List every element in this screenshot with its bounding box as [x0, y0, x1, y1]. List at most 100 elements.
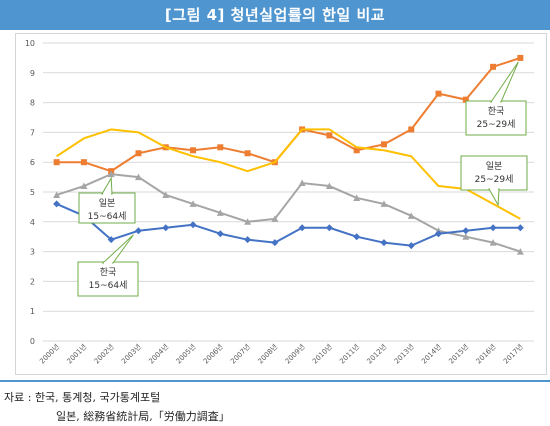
point-kr1564 [489, 224, 497, 232]
point-jp1564 [162, 191, 170, 198]
point-kr1564 [298, 224, 306, 232]
callout-text: 일본 [486, 161, 503, 172]
point-kr2529 [217, 144, 224, 151]
point-kr2529 [326, 132, 333, 139]
point-kr2529 [380, 141, 387, 148]
callout-text: 25~29세 [477, 119, 516, 130]
y-tick-label: 2 [30, 277, 35, 286]
y-tick-label: 7 [30, 128, 35, 137]
point-kr1564 [407, 242, 415, 250]
point-kr2529 [462, 96, 469, 103]
source-line-1: 자료 : 한국, 통계청, 국가통계포털 [4, 391, 161, 404]
point-kr2529 [408, 126, 415, 133]
point-kr2529 [244, 150, 251, 157]
point-jp1564 [325, 182, 333, 190]
callout-jp2529: 일본 25~29세 [460, 155, 528, 207]
point-kr1564 [107, 236, 115, 244]
x-tick-label: 2007년 [228, 342, 252, 366]
x-tick-label: 2017년 [501, 342, 525, 366]
x-tick-label: 2012년 [365, 342, 389, 366]
x-tick-label: 2001년 [65, 342, 89, 366]
source-divider [0, 380, 550, 382]
point-kr1564 [353, 233, 361, 241]
callout-text: 일본 [99, 198, 116, 209]
point-kr1564 [380, 239, 388, 247]
callout-box [78, 192, 136, 224]
callout-text: 25~29세 [475, 174, 514, 185]
point-kr2529 [80, 159, 87, 166]
point-kr1564 [516, 224, 524, 232]
callout-jp1564: 일본 15~64세 [78, 176, 136, 224]
x-tick-label: 2013년 [392, 342, 416, 366]
point-jp1564 [80, 182, 88, 190]
x-tick-label: 2003년 [119, 342, 143, 366]
point-kr2529 [353, 147, 360, 154]
x-tick-label: 2002년 [92, 342, 116, 366]
source-line-2: 일본, 総務省統計局,「労働力調査」 [56, 410, 230, 423]
figure-title: [그림 4] 청년실업률의 한일 비교 [0, 0, 550, 30]
point-jp1564 [298, 179, 306, 187]
callout-pointer [101, 176, 113, 195]
series-line-kr1564 [56, 203, 521, 247]
point-kr1564 [462, 227, 470, 235]
y-tick-label: 0 [30, 337, 35, 346]
callout-text: 15~64세 [88, 211, 127, 222]
point-kr2529 [435, 90, 442, 97]
point-jp1564 [216, 209, 224, 216]
callout-kr1564: 한국 15~64세 [77, 234, 139, 297]
point-jp1564 [271, 215, 279, 222]
callout-text: 한국 [488, 106, 505, 117]
y-tick-label: 1 [30, 307, 35, 316]
point-kr1564 [244, 236, 252, 244]
y-tick-label: 3 [30, 248, 35, 257]
x-tick-label: 2005년 [174, 342, 198, 366]
callout-text: 한국 [100, 267, 117, 278]
callout-box [465, 100, 527, 136]
point-jp1564 [407, 212, 415, 219]
y-tick-label: 4 [30, 218, 35, 227]
series-line-jp2529 [56, 128, 521, 220]
point-kr2529 [190, 147, 197, 154]
callout-box [77, 261, 139, 297]
series-line-kr2529 [56, 56, 521, 173]
point-kr1564 [162, 224, 170, 232]
series-lines [53, 54, 524, 255]
point-kr1564 [53, 200, 61, 208]
point-kr1564 [325, 224, 333, 232]
point-jp1564 [53, 191, 61, 198]
point-jp1564 [244, 218, 252, 225]
y-tick-label: 10 [25, 39, 35, 48]
x-axis: 2000년 2001년 2002년 2003년 2004년 2005년 2006년 2007년… [38, 342, 525, 366]
point-kr1564 [189, 221, 197, 229]
point-kr2529 [53, 159, 60, 166]
callout-kr2529: 한국 25~29세 [465, 61, 527, 136]
point-kr1564 [216, 230, 224, 238]
point-kr1564 [435, 230, 443, 238]
y-axis: 0 1 2 3 4 5 6 7 8 9 10 [25, 39, 35, 346]
y-tick-label: 8 [30, 99, 35, 108]
x-tick-label: 2008년 [256, 342, 280, 366]
y-tick-label: 9 [30, 69, 35, 78]
callout-pointer [101, 234, 134, 264]
point-jp1564 [516, 248, 524, 255]
point-jp1564 [134, 173, 142, 181]
x-tick-label: 2009년 [283, 342, 307, 366]
point-jp1564 [189, 200, 197, 207]
point-kr1564 [134, 227, 142, 235]
point-jp1564 [462, 233, 470, 240]
x-tick-label: 2000년 [38, 342, 62, 366]
point-kr2529 [517, 54, 524, 61]
x-tick-label: 2016년 [474, 342, 498, 366]
point-kr2529 [490, 63, 497, 70]
point-kr2529 [135, 150, 142, 157]
x-tick-label: 2004년 [147, 342, 171, 366]
x-tick-label: 2014년 [419, 342, 443, 366]
y-tick-label: 5 [30, 188, 35, 197]
point-jp1564 [380, 200, 388, 207]
y-tick-label: 6 [30, 158, 35, 167]
x-tick-label: 2011년 [338, 342, 362, 366]
x-tick-label: 2010년 [310, 342, 334, 366]
chart-frame: 0 1 2 3 4 5 6 7 8 9 10 2000년 2001년 2002년 2003년 2004년 20… [15, 33, 547, 375]
